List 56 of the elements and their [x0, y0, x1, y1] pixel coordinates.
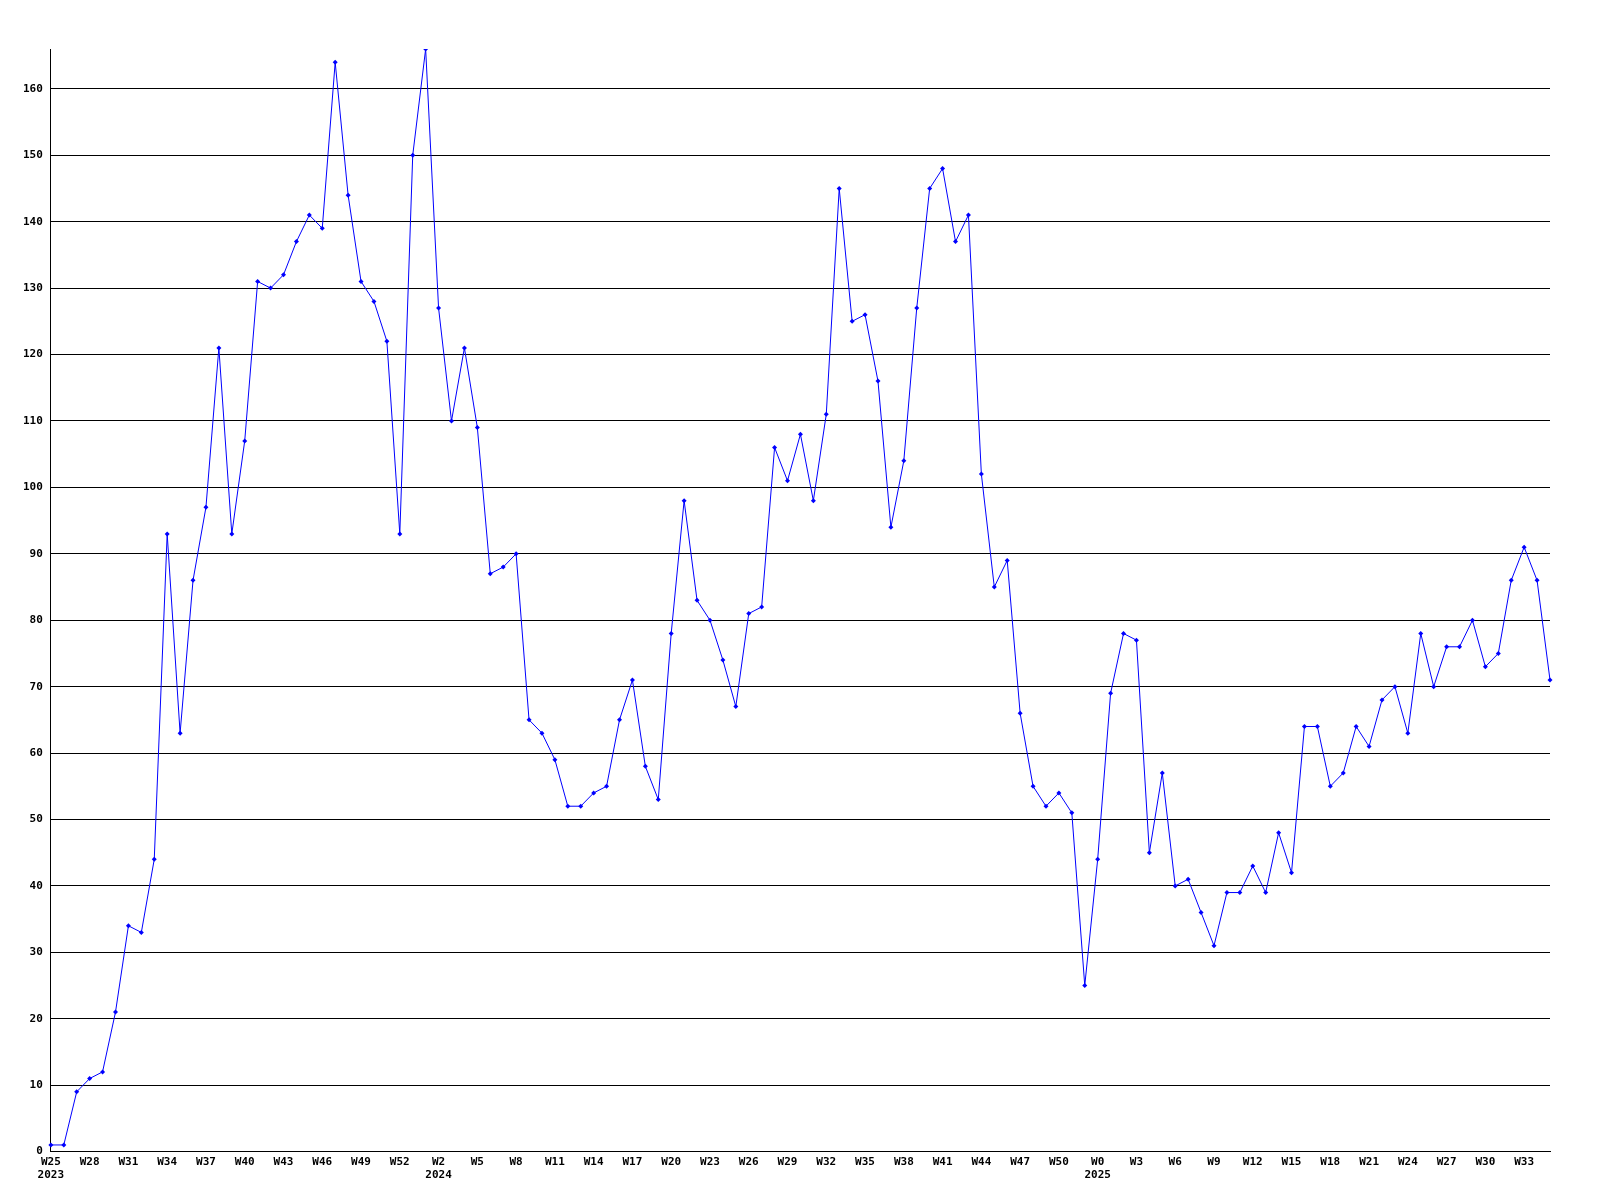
x-tick-label: W27 — [1436, 1155, 1457, 1169]
x-tick-label: W47 — [1010, 1155, 1031, 1169]
y-tick-label: 130 — [22, 280, 43, 294]
x-tick-label: W24 — [1397, 1155, 1419, 1169]
x-tick-label: W52 — [389, 1155, 410, 1169]
x-tick-label: W29 — [777, 1155, 798, 1169]
y-tick-label: 60 — [29, 745, 43, 759]
x-tick-label: W6 — [1168, 1155, 1183, 1169]
x-tick-label: W49 — [351, 1155, 371, 1169]
x-tick-label: W3 — [1129, 1155, 1144, 1169]
y-tick-label: 0 — [36, 1144, 43, 1158]
x-tick-label: W15 — [1281, 1155, 1302, 1169]
x-tick-label: W32 — [816, 1155, 837, 1169]
x-tick-label: W43 — [273, 1155, 294, 1169]
x-tick-label: W0 2025 — [1084, 1155, 1111, 1182]
x-tick-label: W28 — [79, 1155, 100, 1169]
y-tick-label: 50 — [29, 812, 43, 826]
x-tick-label: W25 2023 — [37, 1155, 65, 1182]
y-tick-label: 10 — [29, 1078, 43, 1092]
y-tick-label: 110 — [22, 413, 43, 427]
x-tick-label: W21 — [1359, 1155, 1380, 1169]
x-tick-label: W9 — [1207, 1155, 1221, 1169]
y-tick-label: 160 — [22, 81, 43, 95]
x-tick-label: W44 — [971, 1155, 992, 1169]
x-tick-label: W11 — [544, 1155, 566, 1169]
y-tick-label: 90 — [29, 546, 43, 560]
x-tick-label: W41 — [932, 1155, 953, 1169]
y-tick-label: 150 — [22, 148, 43, 162]
y-tick-label: 40 — [29, 878, 43, 892]
x-tick-label: W35 — [855, 1155, 875, 1169]
x-tick-label: W40 — [234, 1155, 255, 1169]
x-tick-label: W26 — [738, 1155, 760, 1169]
y-tick-label: 100 — [22, 480, 43, 494]
x-tick-label: W38 — [893, 1155, 914, 1169]
x-tick-label: W46 — [312, 1155, 333, 1169]
x-tick-label: W30 — [1475, 1155, 1496, 1169]
x-tick-label: W50 — [1048, 1155, 1069, 1169]
x-tick-label: W20 — [661, 1155, 682, 1169]
x-tick-label: W31 — [118, 1155, 139, 1169]
y-tick-label: 140 — [22, 214, 43, 228]
x-tick-label: W33 — [1514, 1155, 1535, 1169]
y-tick-label: 20 — [29, 1011, 43, 1025]
x-tick-label: W23 — [700, 1155, 720, 1169]
x-tick-label: W2 2024 — [425, 1155, 453, 1182]
x-tick-label: W5 — [470, 1155, 484, 1169]
y-tick-label: 120 — [22, 347, 43, 361]
x-tick-label: W14 — [583, 1155, 604, 1169]
y-tick-label: 30 — [29, 945, 43, 959]
x-tick-label: W37 — [196, 1155, 216, 1169]
x-tick-label: W34 — [157, 1155, 178, 1169]
x-tick-label: W17 — [622, 1155, 643, 1169]
x-tick-label: W12 — [1242, 1155, 1263, 1169]
y-tick-label: 80 — [29, 613, 43, 627]
y-tick-label: 70 — [29, 679, 43, 693]
x-tick-label: W8 — [509, 1155, 523, 1169]
x-tick-label: W18 — [1320, 1155, 1341, 1169]
